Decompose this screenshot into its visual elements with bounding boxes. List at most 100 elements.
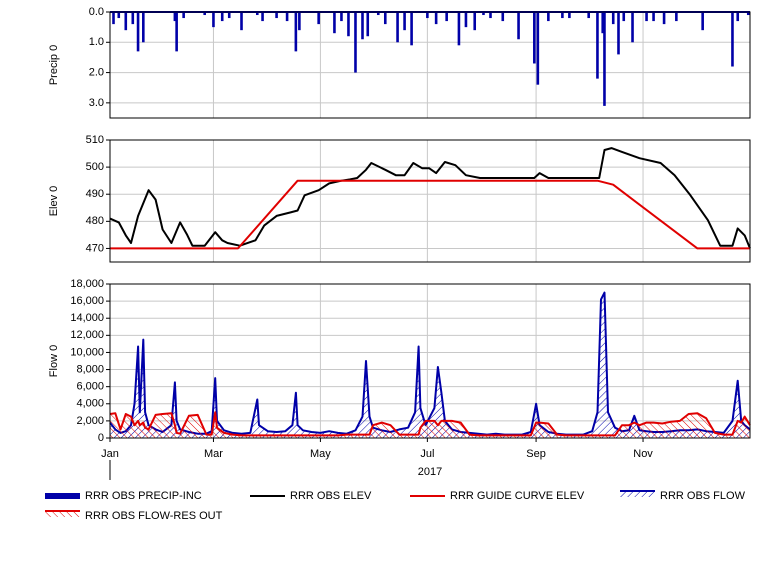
y-tick-label: 18,000 [70, 278, 104, 290]
y-tick-label: 4,000 [76, 398, 104, 410]
bar [227, 12, 231, 19]
y-tick-label: 480 [86, 215, 104, 227]
x-tick-label: Jul [420, 448, 434, 460]
bar [333, 12, 336, 34]
bar [298, 12, 301, 31]
legend-label: RRR OBS ELEV [290, 490, 372, 502]
bar [182, 12, 185, 19]
y-tick-label: 12,000 [70, 329, 104, 341]
x-tick-label: Jan [101, 448, 119, 460]
bar [482, 12, 485, 16]
bar [124, 12, 128, 31]
bar [317, 12, 320, 25]
x-tick-label: Mar [204, 448, 223, 460]
bar [240, 12, 243, 31]
area-hatch [110, 412, 750, 438]
bar [173, 12, 177, 22]
bar [622, 12, 626, 22]
bar [410, 12, 413, 46]
y-tick-label: 8,000 [76, 363, 104, 375]
bar [445, 12, 448, 22]
y-tick-label: 1.0 [89, 36, 104, 48]
plot-frame [109, 11, 751, 119]
bar [366, 12, 370, 37]
y-tick-label: 14,000 [70, 312, 104, 324]
bar [212, 12, 215, 28]
bar [131, 12, 135, 25]
bar [603, 12, 606, 106]
bar [473, 12, 477, 31]
bar [596, 12, 599, 79]
legend-swatch [45, 493, 80, 499]
series-line [109, 411, 751, 437]
bar [220, 12, 224, 22]
bar [631, 12, 634, 43]
legend-label: RRR OBS PRECIP-INC [85, 490, 202, 502]
legend-swatch [620, 491, 655, 497]
bar [464, 12, 468, 28]
bar [261, 12, 264, 22]
x-axis-label: 2017 [418, 466, 442, 478]
bar [611, 12, 615, 25]
y-tick-label: 2,000 [76, 415, 104, 427]
bar [117, 12, 121, 19]
y-tick-label: 510 [86, 134, 104, 146]
bar [731, 12, 734, 67]
bar [376, 12, 380, 16]
y-axis-label: Flow 0 [48, 345, 60, 377]
y-tick-label: 0.0 [89, 6, 104, 18]
bar [547, 12, 550, 22]
y-tick-label: 470 [86, 242, 104, 254]
bar [142, 12, 145, 43]
plot-frame [109, 283, 751, 439]
bar [403, 12, 406, 31]
bar [112, 12, 115, 25]
bar [746, 12, 750, 16]
bar [294, 12, 298, 52]
bar [396, 12, 399, 43]
legend-label: RRR GUIDE CURVE ELEV [450, 490, 585, 502]
y-tick-label: 16,000 [70, 295, 104, 307]
y-axis-label: Precip 0 [48, 45, 60, 85]
bar [426, 12, 429, 19]
y-tick-label: 3.0 [89, 97, 104, 109]
bar [136, 12, 140, 52]
y-tick-label: 490 [86, 188, 104, 200]
y-tick-label: 10,000 [70, 346, 104, 358]
series-line [109, 147, 751, 249]
bar [517, 12, 520, 40]
bar [533, 12, 536, 64]
bar [255, 12, 259, 16]
legend-label: RRR OBS FLOW [660, 490, 746, 502]
bar [587, 12, 590, 19]
bar [489, 12, 492, 19]
bar [347, 12, 350, 37]
series-line [110, 179, 750, 250]
bar [457, 12, 461, 46]
bar [203, 12, 206, 16]
bar [652, 12, 655, 22]
bar [354, 12, 357, 73]
bar [617, 12, 620, 55]
y-tick-label: 500 [86, 161, 104, 173]
bar [675, 12, 678, 22]
y-axis-label: Elev 0 [48, 186, 60, 217]
bar [561, 12, 564, 19]
y-tick-label: 0 [98, 432, 104, 444]
bar [383, 12, 387, 25]
y-tick-label: 2.0 [89, 66, 104, 78]
bar [285, 12, 289, 22]
bar [701, 12, 704, 31]
bar [501, 12, 505, 22]
bar [361, 12, 364, 40]
bar [434, 12, 438, 25]
bar [536, 12, 540, 85]
legend-label: RRR OBS FLOW-RES OUT [85, 510, 223, 522]
bar [568, 12, 571, 19]
plot-frame [109, 139, 751, 263]
x-tick-label: May [310, 448, 331, 460]
bar [645, 12, 648, 22]
bar [736, 12, 740, 22]
